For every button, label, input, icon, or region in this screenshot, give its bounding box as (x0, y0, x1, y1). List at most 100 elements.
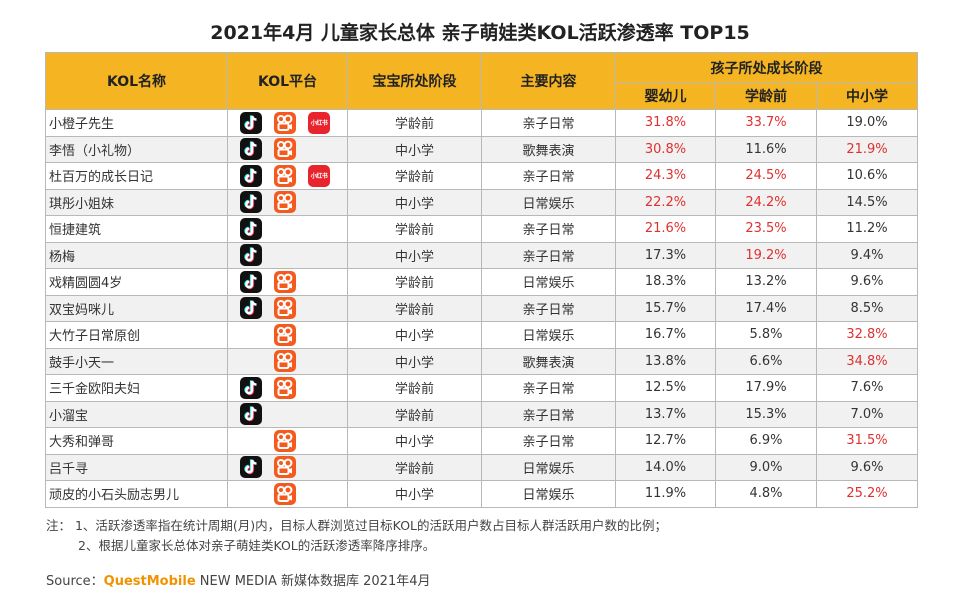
main-content-cell: 亲子日常 (481, 241, 616, 269)
preschool-rate-cell: 6.6% (715, 347, 817, 375)
kol-platform-cell: 小红书 (227, 109, 348, 137)
header-school: 中小学 (815, 82, 919, 110)
kol-platform-cell (227, 480, 348, 508)
kol-name-cell: 杜百万的成长日记 (45, 162, 228, 190)
douyin-icon (240, 111, 262, 134)
douyin-icon (240, 403, 262, 426)
infant-rate-cell: 22.2% (615, 188, 716, 216)
kol-name-cell: 琪彤小姐妹 (45, 188, 228, 216)
kol-name-cell: 戏精圆圆4岁 (45, 268, 228, 296)
kuaishou-icon (274, 456, 296, 479)
kol-platform-cell (227, 427, 348, 455)
kol-name-cell: 吕千寻 (45, 453, 228, 481)
kol-name-cell: 三千金欧阳夫妇 (45, 374, 228, 402)
footnote-1: 注： 1、活跃渗透率指在统计周期(月)内，目标人群浏览过目标KOL的活跃用户数占… (46, 518, 667, 533)
school-rate-cell: 14.5% (815, 188, 919, 216)
baby-stage-cell: 学龄前 (347, 453, 482, 481)
table-row: 杜百万的成长日记 小红书 学龄前 亲子日常 24.3% 24.5% 10.6% (45, 162, 919, 190)
table-row: 小橙子先生 小红书 学龄前 亲子日常 31.8% 33.7% 19.0% (45, 109, 919, 137)
kuaishou-icon (274, 270, 296, 293)
table-row: 恒捷建筑 学龄前 亲子日常 21.6% 23.5% 11.2% (45, 215, 919, 243)
baby-stage-cell: 学龄前 (347, 400, 482, 428)
main-content-cell: 亲子日常 (481, 427, 616, 455)
table-row: 戏精圆圆4岁 学龄前 日常娱乐 18.3% 13.2% 9.6% (45, 268, 919, 296)
infant-rate-cell: 13.7% (615, 400, 716, 428)
infant-rate-cell: 24.3% (615, 162, 716, 190)
preschool-rate-cell: 23.5% (715, 215, 817, 243)
douyin-icon (240, 244, 262, 267)
baby-stage-cell: 中小学 (347, 135, 482, 163)
infant-rate-cell: 31.8% (615, 109, 716, 137)
infant-rate-cell: 21.6% (615, 215, 716, 243)
preschool-rate-cell: 6.9% (715, 427, 817, 455)
main-content-cell: 日常娱乐 (481, 321, 616, 349)
kuaishou-icon (274, 297, 296, 320)
footnotes: 注： 1、活跃渗透率指在统计周期(月)内，目标人群浏览过目标KOL的活跃用户数占… (46, 516, 667, 556)
source-line: Source：QuestMobile NEW MEDIA 新媒体数据库 2021… (46, 570, 431, 589)
baby-stage-cell: 学龄前 (347, 294, 482, 322)
kol-platform-cell (227, 188, 348, 216)
kol-platform-cell (227, 453, 348, 481)
kol-platform-cell (227, 374, 348, 402)
douyin-icon (240, 376, 262, 399)
douyin-icon (240, 217, 262, 240)
main-content-cell: 亲子日常 (481, 400, 616, 428)
infant-rate-cell: 30.8% (615, 135, 716, 163)
baby-stage-cell: 中小学 (347, 188, 482, 216)
douyin-icon (240, 191, 262, 214)
header-kol-platform: KOL平台 (227, 52, 348, 110)
preschool-rate-cell: 33.7% (715, 109, 817, 137)
preschool-rate-cell: 13.2% (715, 268, 817, 296)
header-preschool: 学龄前 (715, 82, 817, 110)
kol-name-cell: 大竹子日常原创 (45, 321, 228, 349)
main-content-cell: 日常娱乐 (481, 268, 616, 296)
kol-name-cell: 恒捷建筑 (45, 215, 228, 243)
table-row: 鼓手小天一 中小学 歌舞表演 13.8% 6.6% 34.8% (45, 347, 919, 375)
baby-stage-cell: 学龄前 (347, 109, 482, 137)
baby-stage-cell: 中小学 (347, 480, 482, 508)
school-rate-cell: 34.8% (815, 347, 919, 375)
infant-rate-cell: 14.0% (615, 453, 716, 481)
preschool-rate-cell: 5.8% (715, 321, 817, 349)
douyin-icon (240, 456, 262, 479)
kol-platform-cell (227, 400, 348, 428)
school-rate-cell: 10.6% (815, 162, 919, 190)
table-row: 顽皮的小石头励志男儿 中小学 日常娱乐 11.9% 4.8% 25.2% (45, 480, 919, 508)
source-prefix: Source： (46, 574, 104, 589)
kuaishou-icon (274, 429, 296, 452)
header-main-content: 主要内容 (481, 52, 616, 110)
infant-rate-cell: 13.8% (615, 347, 716, 375)
preschool-rate-cell: 24.5% (715, 162, 817, 190)
main-content-cell: 亲子日常 (481, 162, 616, 190)
school-rate-cell: 19.0% (815, 109, 919, 137)
kuaishou-icon (274, 376, 296, 399)
infant-rate-cell: 11.9% (615, 480, 716, 508)
preschool-rate-cell: 24.2% (715, 188, 817, 216)
douyin-icon (240, 270, 262, 293)
infant-rate-cell: 18.3% (615, 268, 716, 296)
table-row: 李悟（小礼物） 中小学 歌舞表演 30.8% 11.6% 21.9% (45, 135, 919, 163)
kol-name-cell: 小橙子先生 (45, 109, 228, 137)
kuaishou-icon (274, 323, 296, 346)
kol-platform-cell: 小红书 (227, 162, 348, 190)
school-rate-cell: 31.5% (815, 427, 919, 455)
infant-rate-cell: 15.7% (615, 294, 716, 322)
infant-rate-cell: 17.3% (615, 241, 716, 269)
preschool-rate-cell: 11.6% (715, 135, 817, 163)
kuaishou-icon (274, 138, 296, 161)
main-content-cell: 日常娱乐 (481, 188, 616, 216)
kol-platform-cell (227, 215, 348, 243)
kol-table: KOL名称 KOL平台 宝宝所处阶段 主要内容 孩子所处成长阶段 婴幼儿 学龄前… (45, 52, 919, 508)
infant-rate-cell: 12.5% (615, 374, 716, 402)
infant-rate-cell: 12.7% (615, 427, 716, 455)
baby-stage-cell: 中小学 (347, 241, 482, 269)
main-content-cell: 日常娱乐 (481, 480, 616, 508)
school-rate-cell: 7.6% (815, 374, 919, 402)
kuaishou-icon (274, 111, 296, 134)
header-baby-stage: 宝宝所处阶段 (347, 52, 482, 110)
table-row: 大秀和弹哥 中小学 亲子日常 12.7% 6.9% 31.5% (45, 427, 919, 455)
baby-stage-cell: 学龄前 (347, 215, 482, 243)
main-content-cell: 歌舞表演 (481, 347, 616, 375)
kuaishou-icon (274, 482, 296, 505)
douyin-icon (240, 164, 262, 187)
